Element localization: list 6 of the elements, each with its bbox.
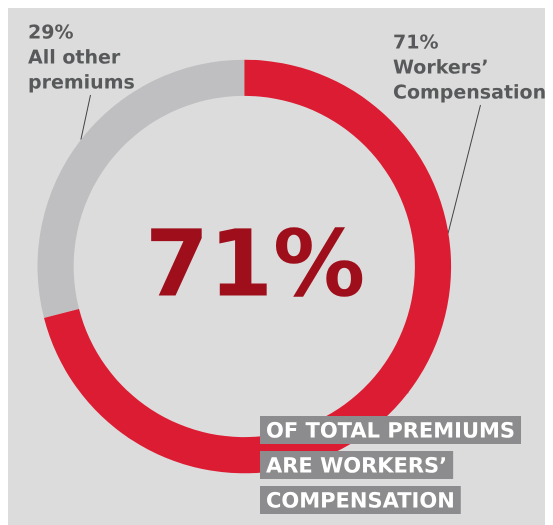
slice-label: All other premiums bbox=[28, 46, 135, 94]
text: 71% bbox=[145, 210, 366, 318]
slice-label: Workers’ Compensation bbox=[393, 56, 546, 104]
text: OF TOTAL PREMIUMS ARE WORKERS’ COMPENSATION bbox=[266, 418, 516, 512]
data-label: 71% bbox=[393, 32, 438, 54]
data-label: 29% bbox=[28, 22, 74, 44]
